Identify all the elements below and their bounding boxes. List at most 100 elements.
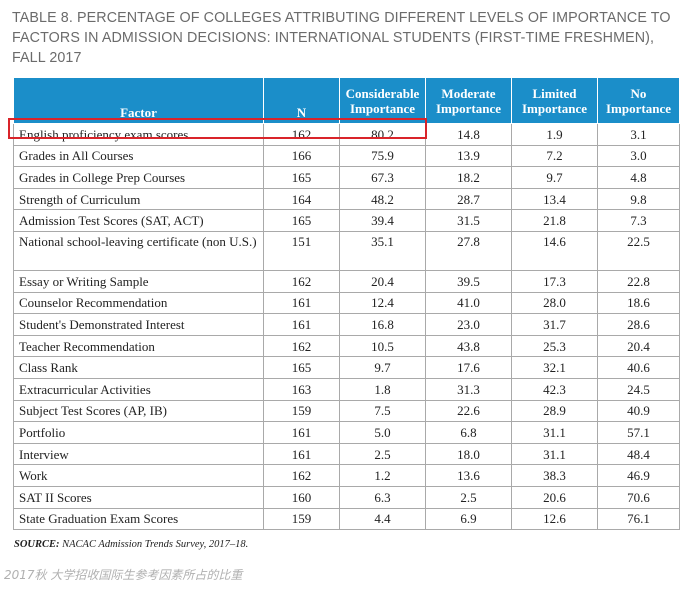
cell-considerable: 4.4 (339, 507, 426, 531)
table-row: English proficiency exam scores 162 80.2 14… (13, 123, 680, 146)
column-header-n: N (263, 77, 340, 124)
cell-considerable: 2.5 (339, 442, 426, 466)
cell-considerable: 67.3 (339, 166, 426, 189)
cell-n: 162 (263, 464, 340, 487)
cell-none: 40.6 (597, 356, 680, 379)
cell-limited: 9.7 (511, 166, 598, 189)
cell-limited: 14.6 (511, 230, 598, 271)
cell-factor: Counselor Recommendation (13, 291, 264, 315)
cell-limited: 1.9 (511, 123, 598, 146)
cell-factor: Work (13, 464, 264, 487)
cell-n: 162 (263, 269, 340, 293)
cell-n: 161 (263, 442, 340, 466)
importance-table: Factor N Considerable Importance Moderat… (13, 77, 680, 531)
cell-none: 46.9 (597, 464, 680, 487)
cell-n: 162 (263, 123, 340, 146)
table-row: National school-leaving certificate (non… (13, 230, 680, 271)
cell-considerable: 5.0 (339, 421, 426, 444)
table-row: Work 162 1.2 13.6 38.3 46.9 (13, 464, 680, 487)
cell-limited: 28.9 (511, 399, 598, 423)
cell-limited: 7.2 (511, 144, 598, 168)
source-text: NACAC Admission Trends Survey, 2017–18. (62, 539, 249, 550)
cell-factor: English proficiency exam scores (13, 123, 264, 146)
column-header-considerable: Considerable Importance (339, 77, 426, 124)
cell-moderate: 28.7 (425, 187, 512, 211)
cell-n: 159 (263, 399, 340, 423)
cell-limited: 31.7 (511, 313, 598, 336)
cell-moderate: 31.5 (425, 209, 512, 232)
cell-n: 162 (263, 334, 340, 358)
cell-n: 165 (263, 209, 340, 232)
cell-none: 28.6 (597, 313, 680, 336)
cell-moderate: 31.3 (425, 377, 512, 401)
cell-limited: 32.1 (511, 356, 598, 379)
cell-considerable: 7.5 (339, 399, 426, 423)
cell-considerable: 1.2 (339, 464, 426, 487)
cell-limited: 25.3 (511, 334, 598, 358)
column-header-limited: Limited Importance (511, 77, 598, 124)
cell-none: 22.5 (597, 230, 680, 271)
cell-n: 164 (263, 187, 340, 211)
cell-moderate: 18.0 (425, 442, 512, 466)
source-label: SOURCE: (14, 539, 60, 550)
table-body: English proficiency exam scores 162 80.2 14… (13, 123, 680, 531)
importance-table-container: Factor N Considerable Importance Moderat… (13, 77, 680, 531)
cell-moderate: 14.8 (425, 123, 512, 146)
cell-moderate: 18.2 (425, 166, 512, 189)
cell-moderate: 2.5 (425, 485, 512, 509)
cell-none: 20.4 (597, 334, 680, 358)
table-header-row: Factor N Considerable Importance Moderat… (13, 77, 680, 124)
cell-limited: 38.3 (511, 464, 598, 487)
cell-none: 76.1 (597, 507, 680, 531)
cell-limited: 31.1 (511, 442, 598, 466)
table-row: State Graduation Exam Scores 159 4.4 6.9 12.… (13, 507, 680, 531)
cell-n: 161 (263, 291, 340, 315)
cell-none: 40.9 (597, 399, 680, 423)
cell-factor: Teacher Recommendation (13, 334, 264, 358)
cell-factor: SAT II Scores (13, 485, 264, 509)
table-row: Counselor Recommendation 161 12.4 41.0 28.0 1… (13, 291, 680, 315)
table-row: SAT II Scores 160 6.3 2.5 20.6 70.6 (13, 485, 680, 509)
cell-moderate: 22.6 (425, 399, 512, 423)
table-row: Interview 161 2.5 18.0 31.1 48.4 (13, 442, 680, 466)
cell-factor: State Graduation Exam Scores (13, 507, 264, 531)
table-row: Portfolio 161 5.0 6.8 31.1 57.1 (13, 421, 680, 444)
cell-factor: Class Rank (13, 356, 264, 379)
cell-moderate: 6.9 (425, 507, 512, 531)
table-row: Admission Test Scores (SAT, ACT) 165 39.4 3… (13, 209, 680, 232)
cell-factor: Interview (13, 442, 264, 466)
cell-none: 57.1 (597, 421, 680, 444)
cell-limited: 28.0 (511, 291, 598, 315)
cell-factor: Student's Demonstrated Interest (13, 313, 264, 336)
chinese-caption: 2017秋 大学招收国际生参考因素所占的比重 (4, 568, 243, 582)
cell-considerable: 35.1 (339, 230, 426, 271)
cell-considerable: 10.5 (339, 334, 426, 358)
table-row: Teacher Recommendation 162 10.5 43.8 25.3 20.… (13, 334, 680, 358)
cell-moderate: 27.8 (425, 230, 512, 271)
cell-factor: Essay or Writing Sample (13, 269, 264, 293)
cell-none: 4.8 (597, 166, 680, 189)
cell-moderate: 17.6 (425, 356, 512, 379)
table-row: Class Rank 165 9.7 17.6 32.1 40.6 (13, 356, 680, 379)
cell-considerable: 16.8 (339, 313, 426, 336)
table-row: Student's Demonstrated Interest 161 16.8 23… (13, 313, 680, 336)
cell-n: 160 (263, 485, 340, 509)
cell-limited: 31.1 (511, 421, 598, 444)
cell-n: 161 (263, 313, 340, 336)
cell-factor: Grades in All Courses (13, 144, 264, 168)
table-row: Essay or Writing Sample 162 20.4 39.5 17.3 22… (13, 269, 680, 293)
cell-limited: 12.6 (511, 507, 598, 531)
cell-considerable: 20.4 (339, 269, 426, 293)
cell-n: 165 (263, 166, 340, 189)
cell-factor: Portfolio (13, 421, 264, 444)
cell-factor: Subject Test Scores (AP, IB) (13, 399, 264, 423)
table-row: Strength of Curriculum 164 48.2 28.7 13.4 9.8 (13, 187, 680, 211)
table-row: Subject Test Scores (AP, IB) 159 7.5 22.6 28… (13, 399, 680, 423)
cell-considerable: 48.2 (339, 187, 426, 211)
table-row: Grades in All Courses 166 75.9 13.9 7.2 3.0 (13, 144, 680, 168)
cell-considerable: 80.2 (339, 123, 426, 146)
cell-factor: National school-leaving certificate (non… (13, 230, 264, 271)
cell-n: 151 (263, 230, 340, 271)
cell-n: 159 (263, 507, 340, 531)
column-header-moderate: Moderate Importance (425, 77, 512, 124)
